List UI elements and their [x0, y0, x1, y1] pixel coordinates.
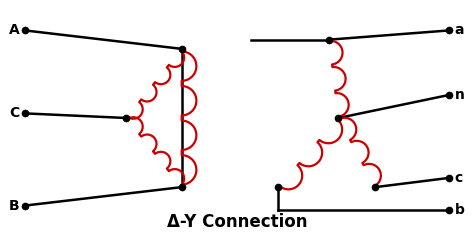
Text: b: b: [455, 203, 465, 217]
Text: A: A: [9, 23, 19, 38]
Text: n: n: [455, 88, 465, 102]
Text: a: a: [455, 23, 464, 38]
Text: c: c: [455, 171, 463, 185]
Text: B: B: [9, 198, 19, 213]
Text: C: C: [9, 106, 19, 120]
Text: Δ-Y Connection: Δ-Y Connection: [167, 213, 307, 231]
